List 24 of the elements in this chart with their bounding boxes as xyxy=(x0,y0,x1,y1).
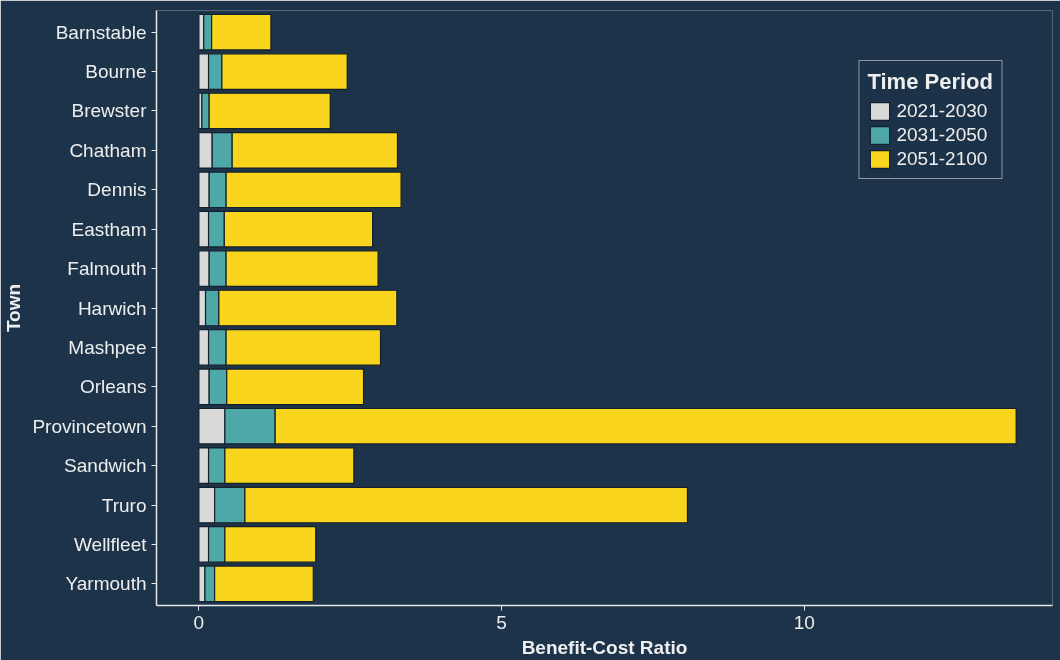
y-tick-label: Harwich xyxy=(77,297,147,319)
x-axis-title: Benefit-Cost Ratio xyxy=(521,636,688,658)
y-tick-label: Wellfleet xyxy=(73,533,148,555)
legend-label: 2031-2050 xyxy=(896,124,988,146)
y-tick-label: Barnstable xyxy=(55,21,147,43)
y-tick-label: Bourne xyxy=(85,61,147,83)
y-tick-label: Dennis xyxy=(87,179,147,201)
legend-label: 2021-2030 xyxy=(896,100,988,122)
x-tick-label: 0 xyxy=(193,611,205,633)
y-axis-title: Town xyxy=(3,283,25,333)
y-tick-label: Chatham xyxy=(69,139,147,161)
y-tick-label: Eastham xyxy=(71,218,147,240)
y-tick-label: Provincetown xyxy=(32,415,147,437)
y-tick-label: Orleans xyxy=(79,376,147,398)
y-tick-label: Brewster xyxy=(71,100,148,122)
legend-title: Time Period xyxy=(867,69,993,95)
x-tick-label: 10 xyxy=(793,611,815,633)
legend-label: 2051-2100 xyxy=(896,148,988,170)
y-tick-label: Sandwich xyxy=(64,455,147,477)
x-tick-label: 5 xyxy=(496,611,507,633)
y-tick-label: Falmouth xyxy=(67,258,147,280)
y-tick-label: Yarmouth xyxy=(65,573,147,595)
y-tick-label: Mashpee xyxy=(68,336,147,358)
y-tick-label: Truro xyxy=(101,494,147,516)
